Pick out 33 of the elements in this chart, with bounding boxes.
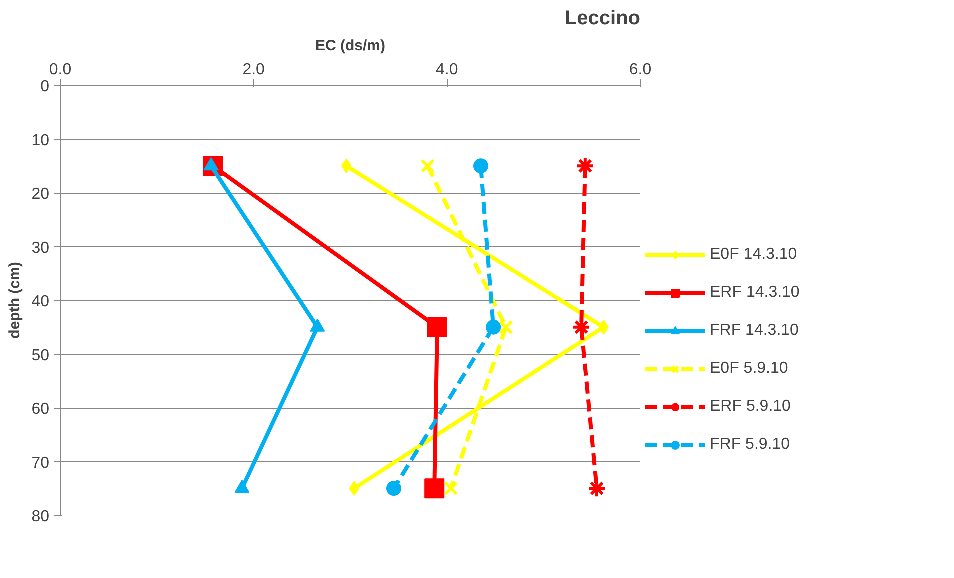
point [474, 158, 488, 174]
y-tick-label: 60 [32, 401, 50, 418]
point [444, 481, 458, 496]
y-tick-label: 0 [40, 78, 50, 96]
point [349, 481, 360, 496]
y-tick-label: 80 [32, 508, 50, 526]
legend-label: E0F 5.9.10 [710, 360, 788, 378]
y-tick-label: 70 [32, 454, 50, 472]
legend-label: E0F 14.3.10 [710, 246, 798, 264]
x-axis-title: EC (ds/m) [316, 38, 386, 54]
y-tick-label: 20 [32, 186, 50, 203]
x-tick-label: 4.0 [436, 62, 458, 78]
point [428, 317, 448, 338]
legend-label: FRF 5.9.10 [710, 436, 790, 454]
x-tick-label: 2.0 [242, 62, 266, 78]
y-tick-label: 50 [32, 347, 50, 364]
legend-label: FRF 14.3.10 [710, 322, 799, 340]
y-tick-label: 30 [32, 240, 50, 257]
point [486, 320, 502, 335]
y-axis-title: depth (cm) [6, 262, 24, 339]
x-tick-label: 6.0 [629, 62, 652, 78]
point [588, 479, 606, 498]
point [341, 158, 352, 174]
y-tick-label: 10 [32, 132, 50, 150]
point [424, 478, 445, 499]
chart-title: Leccino [564, 8, 640, 30]
point [498, 320, 514, 335]
x-tick-label: 0.0 [49, 62, 72, 78]
point [420, 158, 435, 174]
point [386, 481, 402, 496]
legend-label: ERF 14.3.10 [710, 284, 800, 302]
legend-label: ERF 5.9.10 [710, 398, 791, 416]
y-tick-label: 40 [32, 294, 50, 310]
